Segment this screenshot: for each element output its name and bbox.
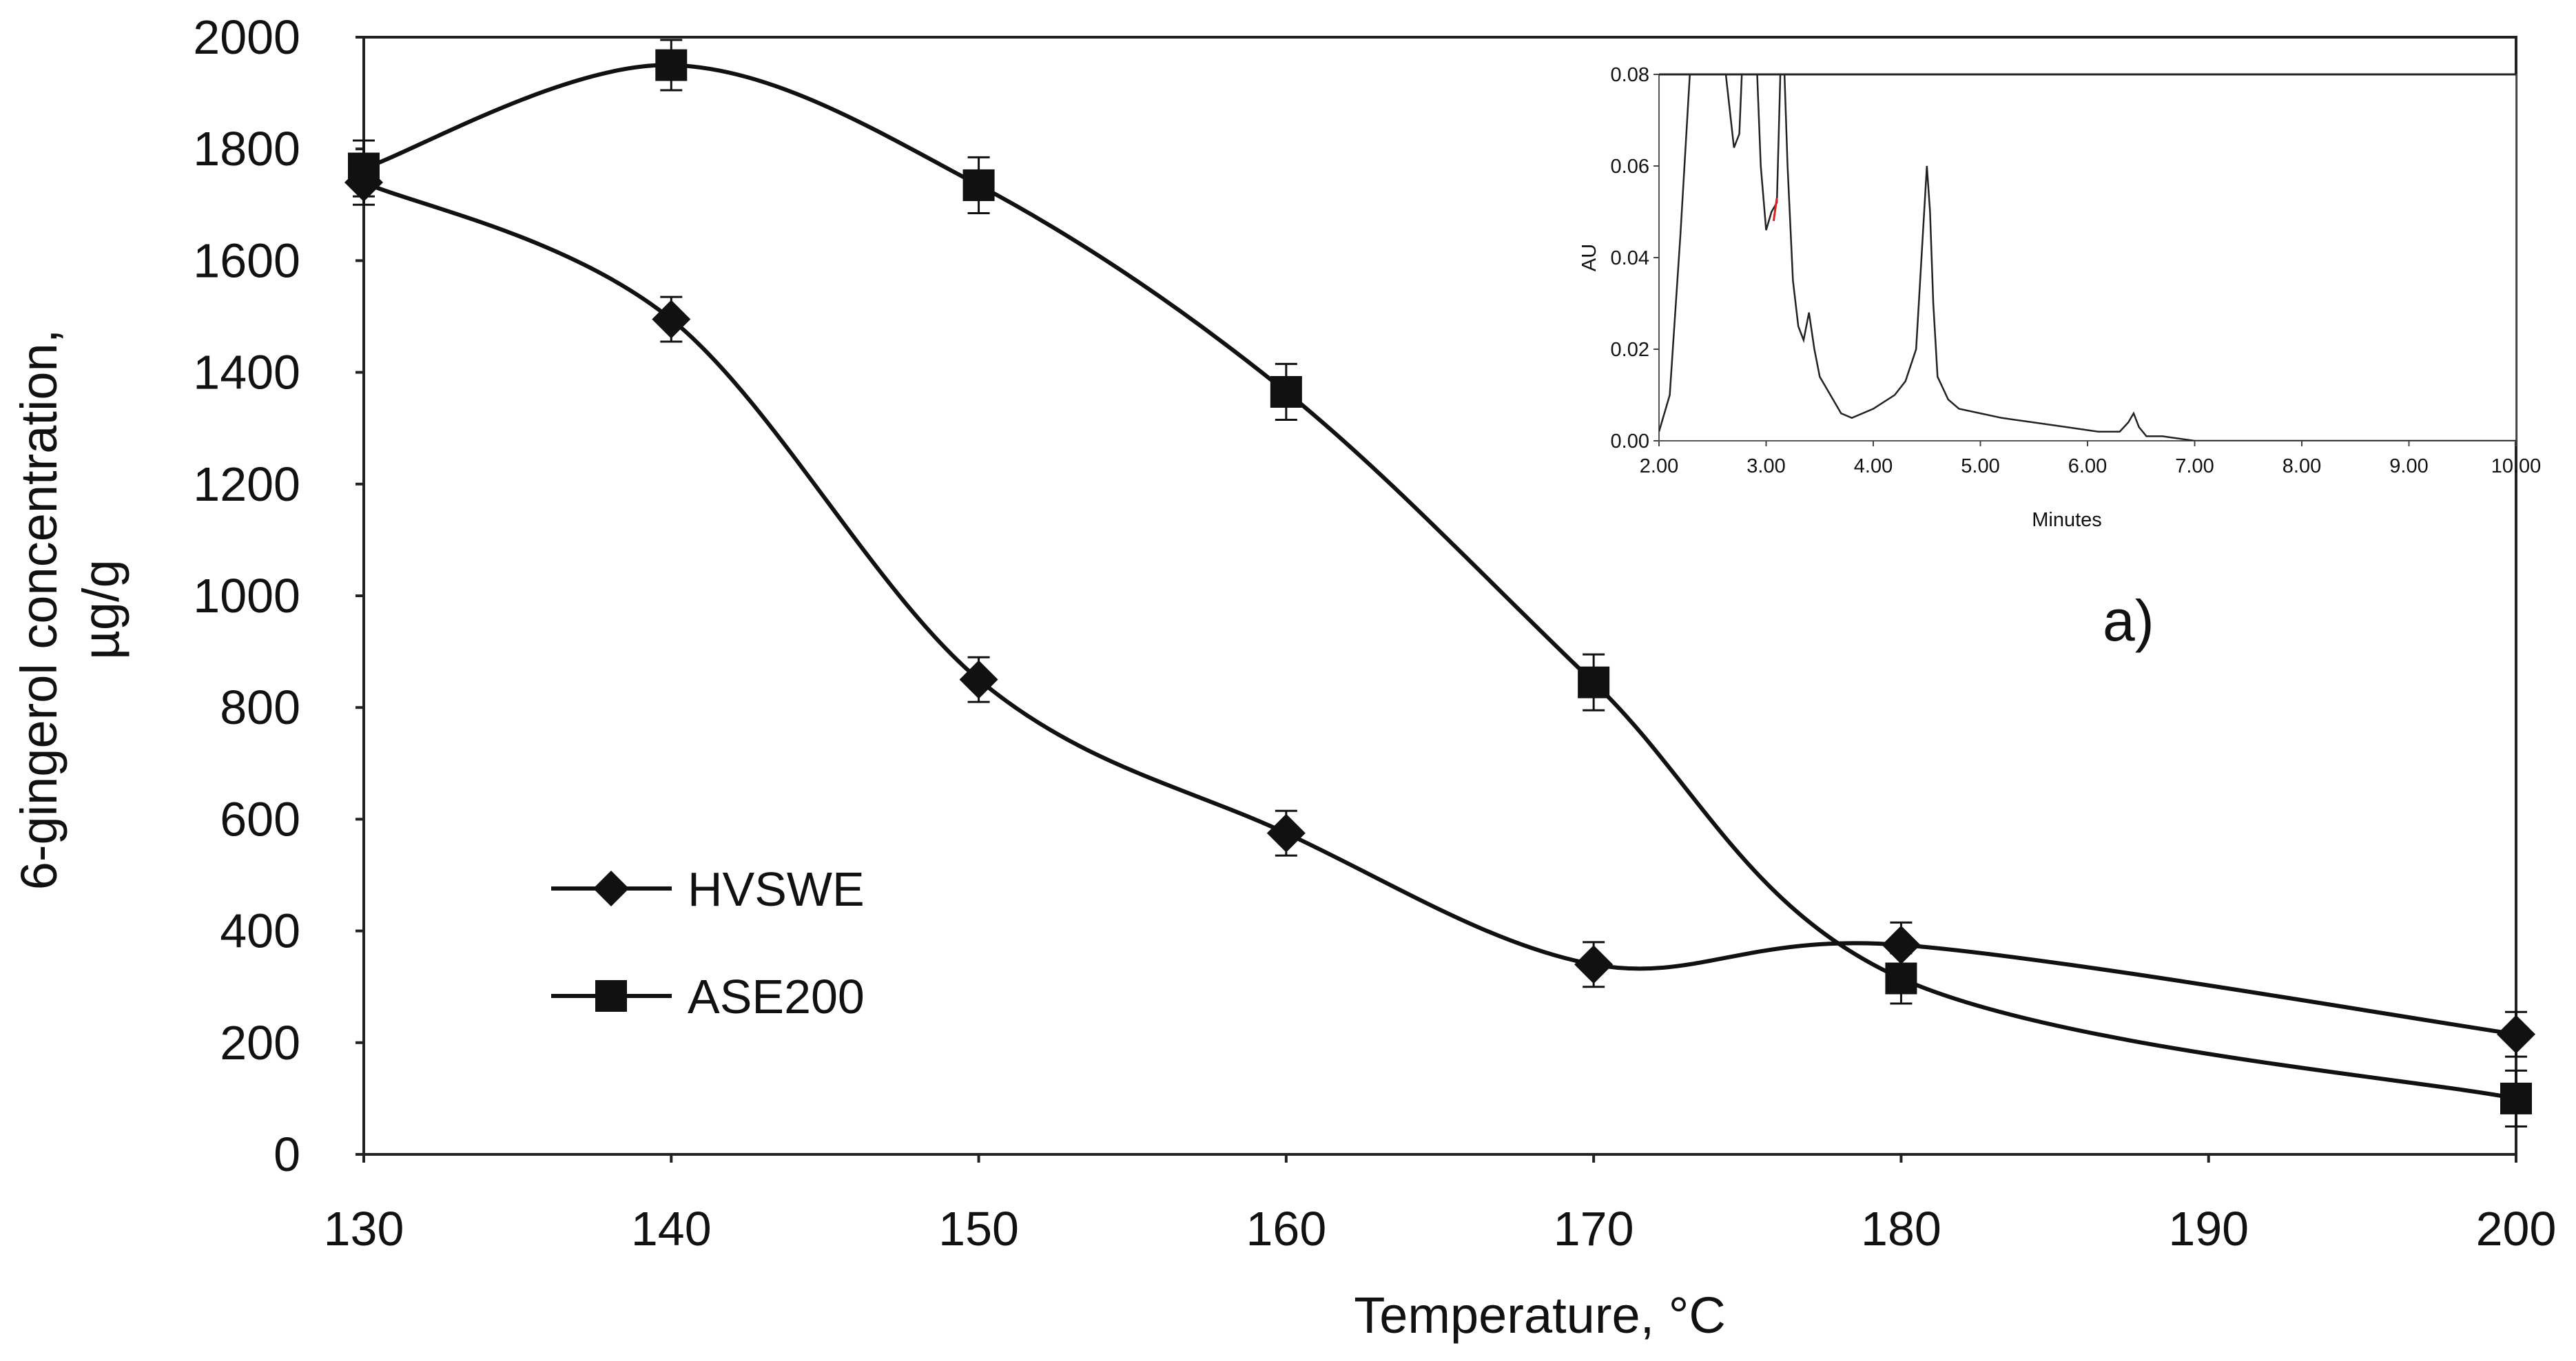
data-point-hvswe [2497,1015,2535,1054]
inset-frame [1658,74,2517,441]
x-tick-label: 170 [1554,1202,1634,1256]
y-tick-label: 1000 [193,569,300,623]
y-axis-title-line1: 6-gingerol concentration, [10,329,68,891]
chromatogram-trace [1659,74,2516,441]
legend-marker-hvswe [593,871,629,906]
data-point-ase200 [2500,1082,2532,1114]
data-point-hvswe [1574,945,1614,984]
data-point-hvswe [1882,925,1921,964]
x-tick-label: 200 [2476,1202,2557,1256]
data-point-hvswe [959,660,998,699]
x-tick-label: 150 [938,1202,1019,1256]
inset-x-tick-label: 4.00 [1854,455,1893,477]
y-tick-label: 1600 [193,233,300,287]
x-tick-label: 140 [631,1202,712,1256]
y-tick-label: 400 [220,904,300,958]
inset-y-tick-label: 0.08 [1611,64,1649,86]
inset-x-tick-label: 5.00 [1961,455,1999,477]
legend-label-hvswe: HVSWE [688,862,865,916]
inset-y-tick-label: 0.02 [1611,339,1649,361]
inset-y-tick-label: 0.06 [1611,156,1649,178]
y-axis-title-line2: µg/g [72,559,130,660]
data-point-ase200 [1885,962,1917,995]
data-point-ase200 [655,49,688,81]
x-tick-label: 180 [1861,1202,1941,1256]
y-tick-label: 1800 [193,122,300,176]
inset-x-tick-label: 6.00 [2068,455,2107,477]
integration-mark [1772,198,1778,222]
x-tick-label: 130 [324,1202,404,1256]
inset-x-tick-label: 3.00 [1746,455,1785,477]
data-point-ase200 [348,152,380,185]
inset-y-axis-title: AU [1578,244,1600,271]
x-tick-label: 190 [2168,1202,2249,1256]
data-point-hvswe [1266,813,1306,853]
y-tick-label: 0 [274,1128,300,1181]
inset-x-tick-label: 9.00 [2389,455,2428,477]
y-tick-label: 1400 [193,346,300,399]
inset-y-tick-label: 0.00 [1611,430,1649,453]
inset-chromatogram: 0.00 0.02 0.04 0.06 0.08 2.00 3.00 4.00 5.00 6.00… [1578,64,2542,653]
main-chart: 0 200 400 600 800 1000 1200 1400 1600 1800 2000 130… [10,10,2556,1344]
y-tick-label: 200 [220,1016,300,1070]
panel-label: a) [2103,588,2154,653]
x-axis-title: Temperature, °C [1354,1287,1726,1344]
x-tick-label: 160 [1246,1202,1326,1256]
y-tick-label: 2000 [193,10,300,64]
legend-marker-ase200 [595,980,627,1012]
y-tick-label: 1200 [193,457,300,511]
data-point-ase200 [1270,375,1302,408]
inset-x-axis-title: Minutes [2032,509,2102,531]
y-tick-label: 800 [220,680,300,734]
data-point-ase200 [962,169,995,201]
inset-x-tick-label: 8.00 [2283,455,2321,477]
data-point-ase200 [1578,666,1610,698]
inset-x-tick-label: 7.00 [2175,455,2214,477]
inset-x-tick-label: 10.00 [2491,455,2542,477]
y-tick-label: 600 [220,792,300,846]
series-line-ase200 [363,63,2517,1101]
data-point-hvswe [652,300,691,339]
inset-y-tick-label: 0.04 [1611,247,1649,269]
legend-label-ase200: ASE200 [688,970,865,1024]
inset-x-tick-label: 2.00 [1640,455,1678,477]
